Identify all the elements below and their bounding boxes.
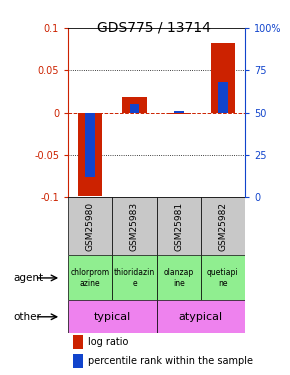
Text: chlorprom
azine: chlorprom azine <box>71 268 110 288</box>
Text: GSM25982: GSM25982 <box>218 202 227 251</box>
Bar <box>157 255 201 300</box>
Bar <box>130 104 139 113</box>
Text: atypical: atypical <box>179 312 223 322</box>
Bar <box>85 113 95 177</box>
Bar <box>201 255 245 300</box>
Bar <box>73 354 83 368</box>
Bar <box>112 255 157 300</box>
Bar <box>174 111 184 113</box>
Text: percentile rank within the sample: percentile rank within the sample <box>88 356 253 366</box>
Bar <box>122 98 147 113</box>
Text: quetiapi
ne: quetiapi ne <box>207 268 239 288</box>
Bar <box>211 44 235 113</box>
Bar <box>201 197 245 255</box>
Text: GSM25981: GSM25981 <box>174 202 183 251</box>
Text: GSM25980: GSM25980 <box>86 202 95 251</box>
Bar <box>157 197 201 255</box>
Bar <box>68 255 112 300</box>
Bar <box>68 300 157 333</box>
Bar <box>218 82 228 113</box>
Bar <box>78 113 102 196</box>
Text: GSM25983: GSM25983 <box>130 202 139 251</box>
Text: GDS775 / 13714: GDS775 / 13714 <box>97 21 211 34</box>
Text: agent: agent <box>13 273 44 283</box>
Text: log ratio: log ratio <box>88 337 128 347</box>
Text: thioridazin
e: thioridazin e <box>114 268 155 288</box>
Bar <box>68 197 112 255</box>
Bar <box>166 113 191 114</box>
Text: olanzap
ine: olanzap ine <box>164 268 194 288</box>
Text: typical: typical <box>94 312 131 322</box>
Text: other: other <box>13 312 41 322</box>
Bar <box>73 335 83 349</box>
Bar <box>157 300 245 333</box>
Bar <box>112 197 157 255</box>
